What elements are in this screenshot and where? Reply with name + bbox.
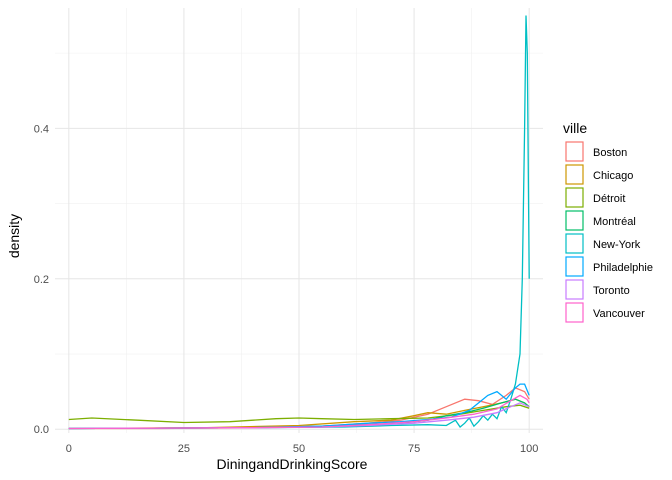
y-tick-label: 0.4	[34, 123, 49, 135]
x-tick-label: 25	[178, 443, 190, 455]
legend-label: Chicago	[593, 170, 633, 182]
legend-label: Toronto	[593, 285, 630, 297]
legend-label: Vancouver	[593, 308, 645, 320]
legend-label: Montréal	[593, 216, 636, 228]
x-tick-label: 75	[408, 443, 420, 455]
y-axis-title: density	[6, 214, 22, 258]
legend-key	[565, 279, 584, 300]
legend-label: Philadelphie	[593, 262, 653, 274]
legend-key	[565, 141, 584, 162]
legend-key	[565, 256, 584, 277]
legend-label: Boston	[593, 147, 627, 159]
legend: Boston Chicago Détroit Montréal New-York Phil…	[565, 141, 653, 323]
legend-key	[565, 164, 584, 185]
density-line	[68, 404, 530, 424]
legend-title: ville	[563, 120, 587, 136]
density-lines	[68, 15, 530, 430]
legend-label: New-York	[593, 239, 641, 251]
axis-ticks: 0 25 50 75 100 0.0 0.2 0.4	[34, 123, 539, 455]
legend-key	[565, 302, 584, 323]
y-tick-label: 0.0	[34, 424, 49, 436]
x-tick-label: 50	[293, 443, 305, 455]
grid-lines	[55, 8, 543, 433]
density-line	[68, 15, 530, 430]
legend-key	[565, 187, 584, 208]
x-tick-label: 0	[66, 443, 72, 455]
density-line	[68, 383, 530, 430]
density-line	[68, 394, 530, 430]
x-axis-title: DiningandDrinkingScore	[217, 456, 368, 472]
legend-label: Détroit	[593, 193, 625, 205]
y-tick-label: 0.2	[34, 274, 49, 286]
x-tick-label: 100	[520, 443, 538, 455]
legend-key	[565, 210, 584, 231]
legend-key	[565, 233, 584, 254]
